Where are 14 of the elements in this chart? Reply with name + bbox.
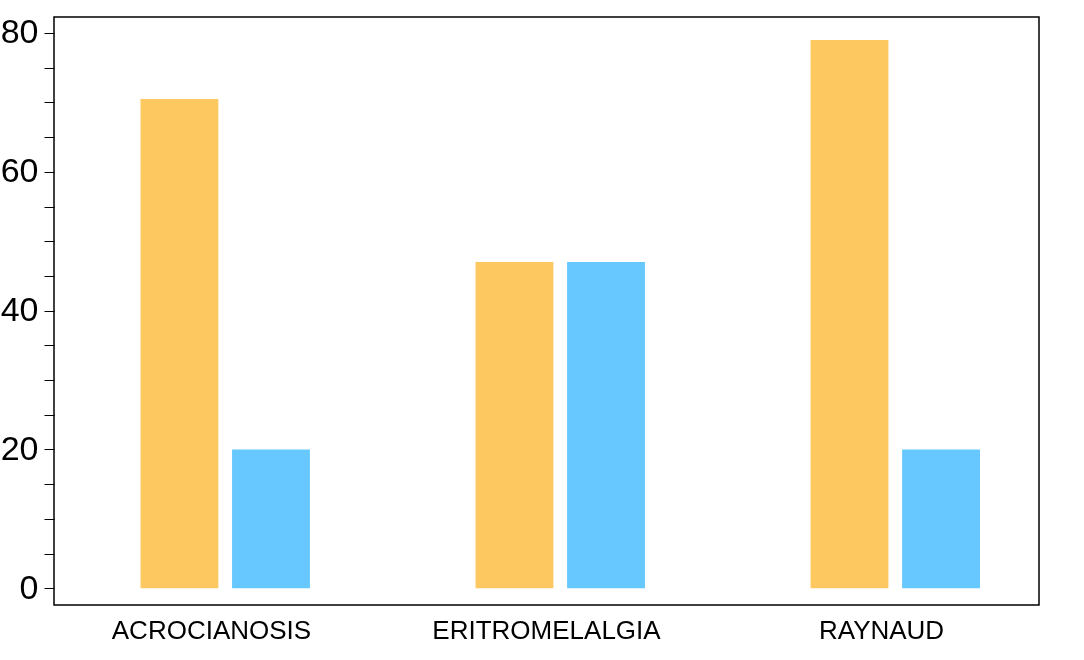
- y-tick-label: 80: [0, 12, 39, 51]
- x-tick-label: ERITROMELALGIA: [432, 614, 662, 645]
- x-tick-label: ACROCIANOSIS: [111, 614, 312, 645]
- bar: [902, 449, 980, 589]
- y-tick-label: 60: [0, 151, 39, 190]
- y-tick-label: 0: [19, 567, 39, 606]
- bar: [810, 39, 889, 589]
- bar: [475, 262, 554, 589]
- bar: [140, 98, 219, 589]
- bar: [232, 449, 310, 589]
- bar: [567, 262, 645, 589]
- x-tick-label: RAYNAUD: [818, 614, 945, 645]
- y-tick-label: 40: [0, 290, 39, 329]
- y-tick-label: 20: [0, 429, 39, 467]
